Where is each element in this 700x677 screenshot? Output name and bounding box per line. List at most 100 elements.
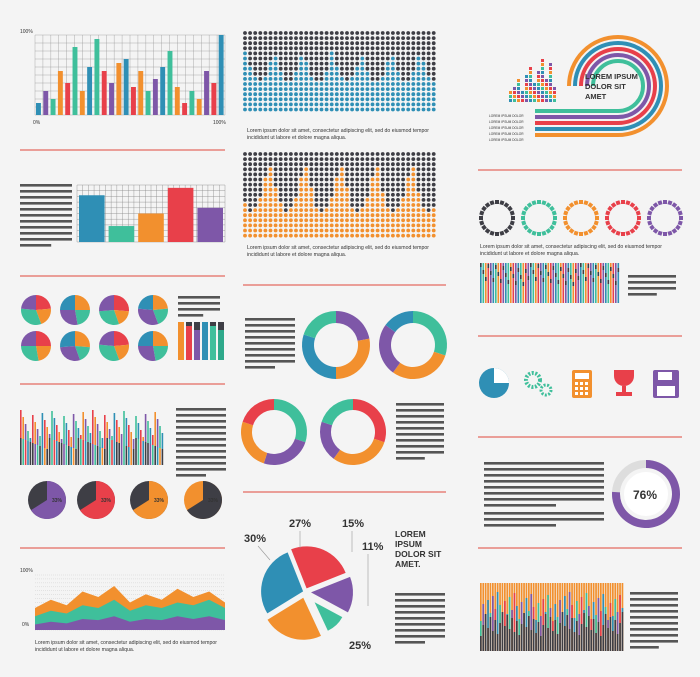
dot	[243, 228, 247, 233]
barcode-bar	[46, 427, 48, 449]
stripe-mark	[500, 279, 502, 283]
dot	[421, 97, 426, 102]
dot	[319, 152, 324, 156]
dot	[299, 102, 303, 107]
dot	[289, 92, 293, 97]
bar	[189, 91, 195, 115]
dot	[278, 102, 283, 107]
dot	[365, 213, 370, 218]
dot	[426, 31, 431, 35]
dot	[406, 71, 411, 76]
dot	[263, 56, 268, 61]
block-cell	[529, 99, 532, 102]
dot	[426, 157, 431, 162]
dot	[406, 172, 411, 177]
barcode-bar	[120, 434, 123, 444]
stripe-bar	[513, 632, 516, 651]
dot	[314, 162, 319, 167]
dot	[329, 218, 334, 223]
dot	[283, 218, 288, 223]
stripe-bar	[578, 635, 581, 651]
stripe-bar	[559, 623, 561, 651]
dot	[411, 82, 416, 86]
dot	[380, 172, 385, 177]
barcode-bar	[104, 449, 106, 465]
dot	[283, 56, 288, 61]
dot	[396, 177, 400, 182]
dot	[283, 157, 288, 162]
dot	[406, 187, 411, 192]
dot	[324, 31, 329, 35]
stripe-bar	[578, 614, 581, 635]
dot	[278, 233, 283, 238]
stripe-bar	[552, 621, 554, 631]
dot	[314, 223, 319, 228]
dot	[391, 218, 395, 223]
dot	[248, 92, 253, 97]
lorem-text-line	[630, 616, 678, 619]
dot	[340, 177, 344, 182]
dot	[289, 218, 293, 223]
dot	[299, 208, 303, 213]
block-cell	[549, 87, 552, 90]
barcode-bar	[56, 425, 58, 441]
dot	[329, 56, 334, 61]
dot	[283, 66, 288, 71]
dot	[309, 61, 314, 66]
dot	[324, 203, 329, 207]
dot	[396, 61, 400, 66]
arc-stroke	[535, 41, 663, 131]
lorem-text-line	[245, 348, 295, 351]
dot	[329, 162, 334, 167]
dot	[314, 157, 319, 162]
dot	[340, 56, 344, 61]
lorem-text-line	[176, 456, 226, 459]
dot	[243, 213, 247, 218]
dot	[273, 87, 278, 91]
dot	[329, 167, 334, 172]
dot	[355, 162, 360, 167]
dot	[401, 41, 405, 46]
stripe-mark	[590, 271, 592, 275]
dot	[360, 61, 365, 66]
lorem-text-line	[396, 451, 444, 454]
stripe-mark	[530, 263, 532, 267]
dot	[334, 187, 339, 192]
donut-chart-segment	[241, 421, 268, 464]
barcode-bar	[140, 440, 142, 465]
bar	[138, 71, 144, 115]
dot	[309, 77, 314, 81]
dot	[289, 182, 293, 187]
dot	[340, 51, 344, 56]
dot	[380, 51, 385, 56]
dot	[360, 218, 365, 223]
dot	[309, 198, 314, 202]
dot	[263, 107, 268, 112]
barcode-bar	[44, 448, 46, 465]
lorem-text-line	[245, 366, 275, 369]
dot	[345, 61, 349, 66]
dot	[431, 31, 436, 35]
dot	[294, 82, 298, 86]
dot	[248, 213, 253, 218]
stripe-mark	[495, 265, 497, 269]
dot	[299, 61, 303, 66]
ring-dot	[615, 200, 621, 206]
dot	[385, 162, 390, 167]
dot	[253, 213, 258, 218]
lorem-text-line	[630, 640, 678, 643]
dot	[258, 61, 263, 66]
small-pie-segment	[36, 331, 51, 346]
dot	[370, 61, 375, 66]
dot	[355, 56, 360, 61]
dot	[283, 172, 288, 177]
dot	[324, 152, 329, 156]
barcode-bar	[60, 443, 63, 465]
dot	[243, 87, 247, 91]
stripe-bar	[605, 263, 607, 303]
dot	[324, 198, 329, 202]
dot	[401, 172, 405, 177]
stripe-mark	[567, 268, 570, 272]
dot	[385, 223, 390, 228]
dot	[263, 77, 268, 81]
